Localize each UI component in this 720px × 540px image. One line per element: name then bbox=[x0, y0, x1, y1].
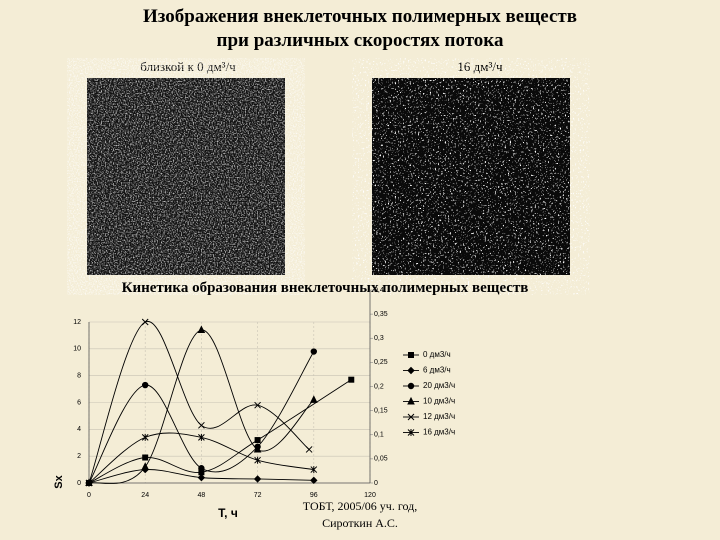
legend-label: 20 дм3/ч bbox=[423, 381, 455, 390]
marker bbox=[197, 473, 206, 482]
marker bbox=[85, 479, 93, 487]
legend-label: 10 дм3/ч bbox=[423, 397, 455, 406]
series-line bbox=[88, 351, 315, 484]
y2-tick-label: 0,15 bbox=[374, 407, 388, 414]
legend-marker bbox=[407, 396, 415, 405]
marker bbox=[141, 318, 149, 326]
legend-marker bbox=[407, 429, 415, 436]
y2-tick-label: 0,3 bbox=[374, 335, 384, 342]
image-caption: 16 дм³/ч bbox=[457, 59, 503, 74]
y-axis-label: Sx bbox=[53, 474, 65, 488]
title-line: Изображения внеклеточных полимерных веще… bbox=[143, 6, 577, 27]
chart-title: Кинетика образования внеклеточных полиме… bbox=[122, 280, 529, 296]
marker bbox=[142, 454, 149, 461]
y2-tick-label: 0,2 bbox=[374, 383, 384, 390]
y-tick-label: 8 bbox=[77, 373, 81, 380]
image-caption: близкой к 0 дм³/ч bbox=[140, 59, 236, 74]
y-tick-label: 2 bbox=[77, 453, 81, 460]
marker bbox=[310, 466, 318, 474]
y-tick-label: 10 bbox=[73, 346, 81, 353]
marker bbox=[141, 433, 149, 441]
x-tick-label: 0 bbox=[87, 492, 91, 499]
marker bbox=[198, 465, 205, 472]
marker bbox=[348, 376, 355, 383]
x-tick-label: 120 bbox=[364, 492, 376, 499]
legend-marker bbox=[407, 413, 415, 421]
y-tick-label: 12 bbox=[73, 319, 81, 326]
y2-tick-label: 0,05 bbox=[374, 456, 388, 463]
series-line bbox=[88, 321, 310, 484]
marker bbox=[253, 475, 262, 483]
footer: ТОБТ, 2005/06 уч. год, bbox=[303, 499, 417, 513]
marker bbox=[254, 437, 261, 444]
legend-marker bbox=[407, 366, 415, 375]
y2-tick-label: 0,25 bbox=[374, 359, 388, 366]
y-tick-label: 6 bbox=[77, 399, 81, 406]
marker bbox=[141, 462, 150, 470]
legend-label: 6 дм3/ч bbox=[423, 366, 451, 375]
marker bbox=[254, 401, 261, 409]
legend-label: 12 дм3/ч bbox=[423, 412, 455, 421]
y-tick-label: 0 bbox=[77, 480, 81, 487]
marker bbox=[309, 395, 318, 403]
x-tick-label: 72 bbox=[254, 492, 262, 499]
legend-marker bbox=[408, 352, 414, 358]
title-line: при различных скоростях потока bbox=[217, 30, 504, 51]
footer: Сироткин А.С. bbox=[322, 516, 398, 530]
micrograph-texture bbox=[372, 78, 570, 275]
marker bbox=[254, 456, 261, 464]
y2-tick-label: 0,35 bbox=[374, 311, 388, 318]
x-axis-label: T, ч bbox=[218, 506, 238, 520]
marker bbox=[310, 476, 318, 485]
x-tick-label: 96 bbox=[310, 492, 318, 499]
y2-tick-label: 0,4 bbox=[374, 287, 384, 294]
y2-tick-label: 0,1 bbox=[374, 432, 384, 439]
marker bbox=[142, 381, 149, 389]
marker bbox=[253, 444, 262, 453]
y-tick-label: 4 bbox=[77, 426, 81, 433]
series-line bbox=[88, 379, 352, 484]
marker bbox=[197, 325, 206, 334]
marker bbox=[198, 421, 205, 429]
x-tick-label: 24 bbox=[141, 492, 149, 499]
marker bbox=[305, 446, 313, 453]
marker bbox=[198, 433, 205, 441]
marker bbox=[310, 348, 317, 355]
legend-marker bbox=[407, 382, 415, 390]
legend-label: 16 дм3/ч bbox=[423, 428, 455, 437]
micrograph-texture bbox=[87, 78, 285, 275]
x-tick-label: 48 bbox=[198, 492, 206, 499]
y2-tick-label: 0 bbox=[374, 480, 378, 487]
legend-label: 0 дм3/ч bbox=[423, 350, 451, 359]
